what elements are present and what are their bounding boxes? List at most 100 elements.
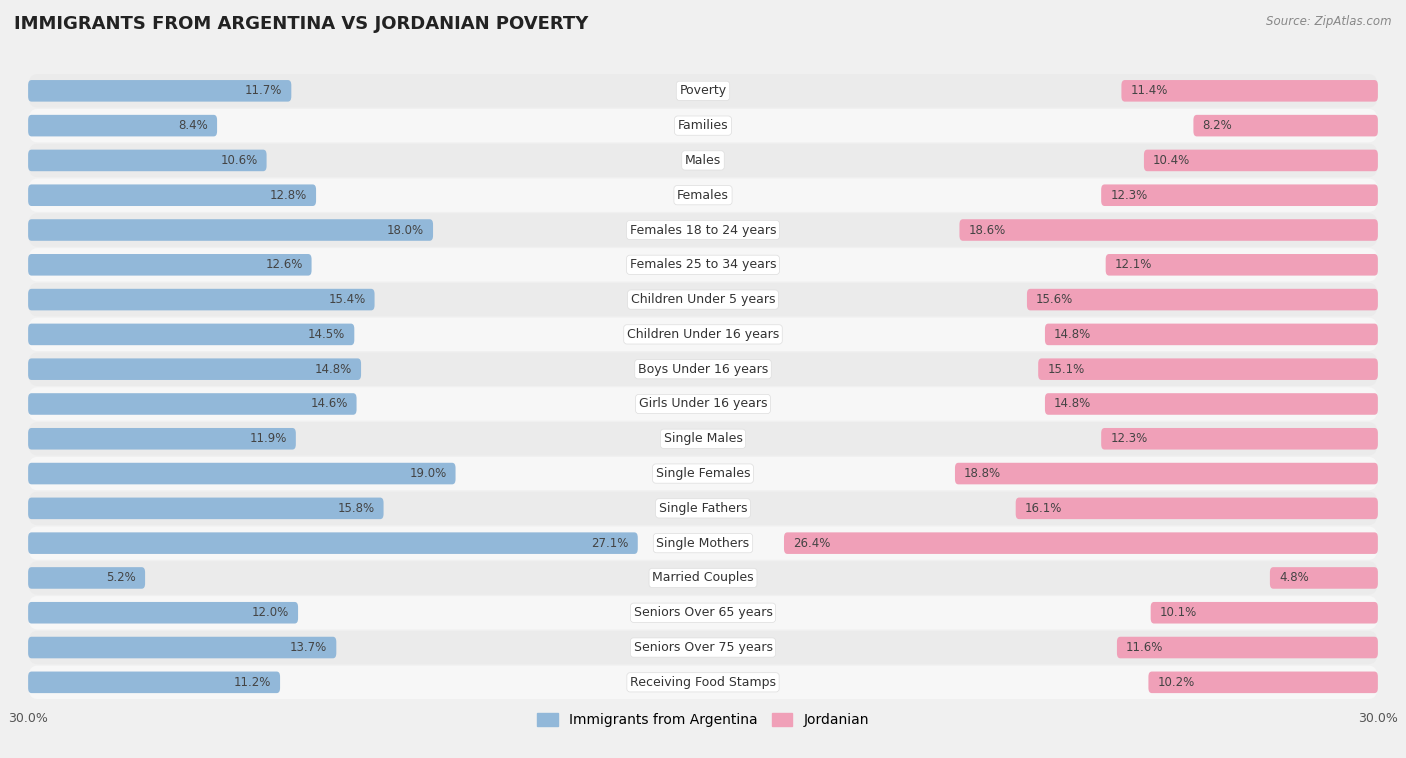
FancyBboxPatch shape <box>1116 637 1378 658</box>
Text: 12.1%: 12.1% <box>1115 258 1152 271</box>
Text: 18.0%: 18.0% <box>387 224 425 236</box>
FancyBboxPatch shape <box>1101 428 1378 449</box>
Text: 27.1%: 27.1% <box>592 537 628 550</box>
Legend: Immigrants from Argentina, Jordanian: Immigrants from Argentina, Jordanian <box>531 708 875 733</box>
Text: Single Females: Single Females <box>655 467 751 480</box>
Text: Boys Under 16 years: Boys Under 16 years <box>638 362 768 376</box>
FancyBboxPatch shape <box>28 497 384 519</box>
FancyBboxPatch shape <box>1122 80 1378 102</box>
FancyBboxPatch shape <box>28 248 1378 281</box>
FancyBboxPatch shape <box>28 457 1378 490</box>
FancyBboxPatch shape <box>28 602 298 624</box>
FancyBboxPatch shape <box>1194 115 1378 136</box>
Text: 14.5%: 14.5% <box>308 328 346 341</box>
Text: 15.4%: 15.4% <box>329 293 366 306</box>
Text: 12.8%: 12.8% <box>270 189 307 202</box>
FancyBboxPatch shape <box>28 532 638 554</box>
Text: Females 18 to 24 years: Females 18 to 24 years <box>630 224 776 236</box>
Text: 11.6%: 11.6% <box>1126 641 1163 654</box>
FancyBboxPatch shape <box>1270 567 1378 589</box>
FancyBboxPatch shape <box>28 219 433 241</box>
Text: Females: Females <box>678 189 728 202</box>
FancyBboxPatch shape <box>28 283 1378 316</box>
Text: 15.6%: 15.6% <box>1036 293 1073 306</box>
Text: Single Males: Single Males <box>664 432 742 445</box>
Text: 8.4%: 8.4% <box>179 119 208 132</box>
FancyBboxPatch shape <box>1015 497 1378 519</box>
FancyBboxPatch shape <box>1045 324 1378 345</box>
FancyBboxPatch shape <box>28 254 312 276</box>
Text: 26.4%: 26.4% <box>793 537 831 550</box>
Text: 11.4%: 11.4% <box>1130 84 1168 97</box>
FancyBboxPatch shape <box>28 144 1378 177</box>
FancyBboxPatch shape <box>28 428 295 449</box>
Text: 12.0%: 12.0% <box>252 606 290 619</box>
Text: 19.0%: 19.0% <box>409 467 447 480</box>
FancyBboxPatch shape <box>1045 393 1378 415</box>
Text: 12.3%: 12.3% <box>1111 432 1147 445</box>
FancyBboxPatch shape <box>28 637 336 658</box>
FancyBboxPatch shape <box>28 318 1378 351</box>
FancyBboxPatch shape <box>28 289 374 310</box>
Text: 14.8%: 14.8% <box>315 362 352 376</box>
FancyBboxPatch shape <box>28 631 1378 664</box>
FancyBboxPatch shape <box>28 80 291 102</box>
FancyBboxPatch shape <box>28 359 361 380</box>
FancyBboxPatch shape <box>1026 289 1378 310</box>
Text: Males: Males <box>685 154 721 167</box>
Text: 13.7%: 13.7% <box>290 641 328 654</box>
Text: 14.8%: 14.8% <box>1054 397 1091 411</box>
FancyBboxPatch shape <box>1144 149 1378 171</box>
Text: 8.2%: 8.2% <box>1202 119 1232 132</box>
FancyBboxPatch shape <box>28 463 456 484</box>
Text: Females 25 to 34 years: Females 25 to 34 years <box>630 258 776 271</box>
Text: 10.1%: 10.1% <box>1160 606 1197 619</box>
Text: 10.2%: 10.2% <box>1157 676 1195 689</box>
FancyBboxPatch shape <box>1101 184 1378 206</box>
Text: 10.4%: 10.4% <box>1153 154 1189 167</box>
FancyBboxPatch shape <box>28 422 1378 456</box>
Text: 18.8%: 18.8% <box>965 467 1001 480</box>
Text: Single Fathers: Single Fathers <box>659 502 747 515</box>
FancyBboxPatch shape <box>28 213 1378 246</box>
Text: 14.8%: 14.8% <box>1054 328 1091 341</box>
Text: 18.6%: 18.6% <box>969 224 1005 236</box>
Text: 16.1%: 16.1% <box>1025 502 1062 515</box>
Text: Girls Under 16 years: Girls Under 16 years <box>638 397 768 411</box>
Text: Single Mothers: Single Mothers <box>657 537 749 550</box>
Text: 14.6%: 14.6% <box>311 397 347 411</box>
FancyBboxPatch shape <box>28 672 280 693</box>
FancyBboxPatch shape <box>28 179 1378 212</box>
FancyBboxPatch shape <box>959 219 1378 241</box>
FancyBboxPatch shape <box>28 666 1378 699</box>
FancyBboxPatch shape <box>785 532 1378 554</box>
Text: Married Couples: Married Couples <box>652 572 754 584</box>
FancyBboxPatch shape <box>28 109 1378 143</box>
FancyBboxPatch shape <box>28 115 217 136</box>
FancyBboxPatch shape <box>1105 254 1378 276</box>
Text: 11.7%: 11.7% <box>245 84 283 97</box>
Text: Children Under 16 years: Children Under 16 years <box>627 328 779 341</box>
FancyBboxPatch shape <box>28 387 1378 421</box>
Text: 11.2%: 11.2% <box>233 676 271 689</box>
FancyBboxPatch shape <box>28 352 1378 386</box>
FancyBboxPatch shape <box>28 567 145 589</box>
Text: Poverty: Poverty <box>679 84 727 97</box>
FancyBboxPatch shape <box>28 74 1378 108</box>
FancyBboxPatch shape <box>28 527 1378 560</box>
Text: 4.8%: 4.8% <box>1279 572 1309 584</box>
FancyBboxPatch shape <box>28 184 316 206</box>
Text: 11.9%: 11.9% <box>249 432 287 445</box>
FancyBboxPatch shape <box>28 596 1378 629</box>
Text: Seniors Over 65 years: Seniors Over 65 years <box>634 606 772 619</box>
FancyBboxPatch shape <box>28 561 1378 594</box>
Text: Source: ZipAtlas.com: Source: ZipAtlas.com <box>1267 15 1392 28</box>
FancyBboxPatch shape <box>28 492 1378 525</box>
FancyBboxPatch shape <box>1150 602 1378 624</box>
Text: IMMIGRANTS FROM ARGENTINA VS JORDANIAN POVERTY: IMMIGRANTS FROM ARGENTINA VS JORDANIAN P… <box>14 15 589 33</box>
Text: 15.8%: 15.8% <box>337 502 374 515</box>
Text: 12.3%: 12.3% <box>1111 189 1147 202</box>
FancyBboxPatch shape <box>1149 672 1378 693</box>
FancyBboxPatch shape <box>28 149 267 171</box>
Text: 15.1%: 15.1% <box>1047 362 1084 376</box>
